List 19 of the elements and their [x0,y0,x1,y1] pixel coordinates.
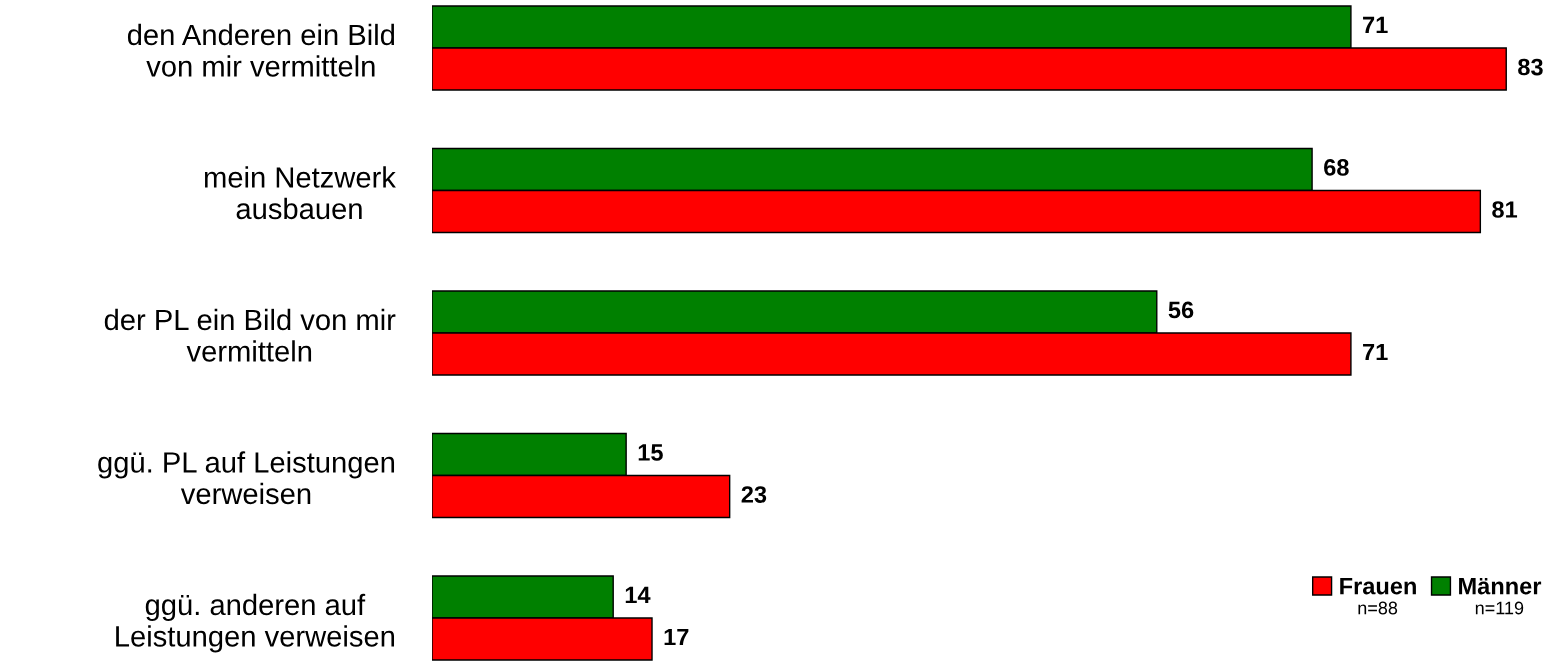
data-label: 68 [1324,159,1349,176]
y-tick-label: mein Netzwerk ausbauen [204,166,396,220]
data-label: 71 [1363,16,1388,34]
data-label: 17 [664,628,689,646]
data-label: 23 [741,486,767,503]
y-tick-label: ggü. anderen auf Leistungen verweisen [116,593,395,653]
annotation: n=88 [1358,601,1398,615]
y-tick-label: den Anderen ein Bild von mir vermitteln [127,23,395,77]
data-label: 56 [1168,301,1194,319]
data-label: 71 [1363,343,1388,361]
data-label: 14 [625,586,651,604]
y-tick-label: der PL ein Bild von mir vermitteln [104,308,396,362]
data-label: 83 [1518,58,1543,76]
data-label: 15 [638,444,663,461]
legend-label: Frauen [1340,577,1416,595]
data-label: 81 [1492,201,1518,218]
annotation: n=119 [1475,601,1524,615]
legend-label: Männer [1459,577,1542,595]
y-tick-label: ggü. PL auf Leistungen verweisen [98,451,395,505]
